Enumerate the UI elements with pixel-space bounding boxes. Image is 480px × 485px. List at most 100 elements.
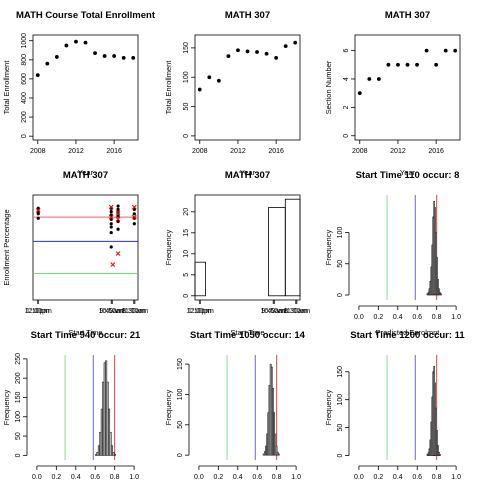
- data-point: [245, 49, 250, 54]
- histogram-bar: [268, 207, 286, 297]
- data-point: [109, 209, 113, 214]
- data-point: [116, 204, 120, 208]
- y-tick-label: 50: [177, 421, 184, 429]
- data-point: [132, 212, 136, 216]
- data-point: [109, 225, 113, 229]
- plot-frame: [32, 194, 139, 301]
- x-tick-label: 2008: [30, 148, 46, 155]
- data-point: [64, 43, 69, 48]
- data-point: [35, 73, 40, 77]
- data-point: [45, 61, 50, 66]
- y-tick-label: 150: [15, 392, 22, 404]
- data-point-cross: [35, 208, 41, 213]
- x-axis-label: Year: [400, 168, 416, 177]
- y-tick-label: 50: [337, 424, 344, 432]
- panel-p3: MATH 307 Year Section Number 2008 2012 2016 0 2…: [324, 10, 461, 177]
- histogram-bar: [277, 453, 280, 456]
- data-point: [216, 78, 221, 83]
- y-tick-label: 50: [183, 103, 190, 111]
- y-tick-label: 2: [343, 105, 350, 109]
- data-point: [453, 48, 458, 53]
- x-tick-label: 0.0: [32, 474, 42, 480]
- histogram-bar: [112, 452, 115, 456]
- data-point: [376, 77, 381, 81]
- histogram-bar: [113, 453, 116, 456]
- y-axis-label: Frequency: [164, 230, 173, 266]
- data-point: [264, 51, 269, 56]
- y-axis-label: Frequency: [164, 390, 173, 426]
- data-point: [283, 44, 288, 49]
- x-axis-label: Start Time: [68, 328, 102, 337]
- data-point: [226, 54, 231, 59]
- data-point: [357, 91, 362, 96]
- y-axis-label: Frequency: [2, 390, 11, 426]
- panel-p6: Start Time 110 occur: 8 Predicted Enrolmn…: [324, 170, 461, 337]
- data-point: [109, 222, 113, 226]
- data-point-cross: [115, 251, 121, 256]
- plot-frame: [194, 194, 301, 301]
- y-tick-label: 150: [183, 42, 190, 54]
- y-tick-label: 0: [337, 453, 344, 457]
- chart-title: MATH 307: [385, 10, 430, 21]
- x-tick-label: 0.0: [354, 314, 364, 321]
- x-tick-label: 2012: [230, 148, 246, 155]
- x-tick-label: 1.0: [451, 314, 461, 321]
- x-tick-label: 0.4: [71, 474, 81, 480]
- y-tick-label: 6: [343, 49, 350, 53]
- x-tick-label: 1.0: [451, 474, 461, 480]
- y-tick-label: 0: [21, 134, 28, 138]
- x-tick-label: 0.6: [252, 474, 262, 480]
- data-point: [93, 51, 97, 56]
- y-tick-label: 50: [337, 260, 344, 268]
- data-point: [102, 54, 107, 58]
- data-point: [116, 227, 120, 231]
- panel-p9: Start Time 1200 occur: 11Predicted Enrol…: [324, 330, 465, 481]
- data-point: [109, 245, 113, 249]
- x-tick-label: 0.4: [233, 474, 243, 480]
- x-tick-label: 8:30am: [122, 308, 146, 315]
- x-tick-label: 9:40am: [262, 308, 286, 315]
- x-tick-label: 2016: [268, 148, 284, 155]
- y-tick-label: 100: [15, 411, 22, 423]
- data-point-cross: [131, 214, 137, 220]
- x-tick-label: 8:30am: [284, 308, 308, 315]
- chart-title: MATH 307: [63, 170, 108, 181]
- y-tick-label: 1000: [21, 33, 28, 49]
- y-tick-label: 0: [183, 294, 190, 298]
- data-point: [109, 230, 113, 235]
- y-tick-label: 0: [177, 453, 184, 457]
- y-tick-label: 800: [21, 54, 28, 66]
- y-tick-label: 0: [343, 134, 350, 138]
- x-tick-label: 0.8: [272, 474, 282, 480]
- y-tick-label: 0: [337, 293, 344, 297]
- y-tick-label: 15: [183, 229, 190, 237]
- y-axis-label: Total Enrollment: [164, 60, 173, 115]
- histogram-bar: [111, 445, 113, 456]
- panel-p8: Start Time 1050 occur: 14Predicted Enrol…: [164, 330, 306, 481]
- y-tick-label: 100: [337, 394, 344, 406]
- x-tick-label: 0.6: [412, 314, 422, 321]
- x-tick-label: 0.6: [90, 474, 100, 480]
- x-tick-label: 0.0: [354, 474, 364, 480]
- x-tick-label: 0.8: [432, 474, 442, 480]
- data-point: [396, 62, 400, 67]
- histogram-bar: [436, 257, 438, 296]
- y-tick-label: 0: [15, 453, 22, 457]
- y-axis-label: Frequency: [324, 390, 333, 426]
- histogram-bar: [274, 433, 277, 456]
- y-tick-label: 200: [21, 111, 28, 123]
- y-tick-label: 20: [183, 208, 190, 216]
- x-tick-label: 0.8: [432, 314, 442, 321]
- data-point: [274, 55, 279, 60]
- panel-p5: MATH 307 Start Time Frequency 1:10pm12:00pm…: [164, 170, 310, 337]
- x-tick-label: 0.4: [393, 314, 403, 321]
- plot-frame: [354, 34, 461, 141]
- x-tick-label: 1.0: [129, 474, 139, 480]
- chart-title: Start Time 1200 occur: 11: [350, 330, 465, 341]
- panel-p4: MATH 307 Start Time Enrollment Percentage 1…: [2, 170, 148, 337]
- histogram-bar: [276, 451, 279, 456]
- x-axis-label: Start Time: [230, 328, 264, 337]
- x-tick-label: 2016: [106, 148, 122, 155]
